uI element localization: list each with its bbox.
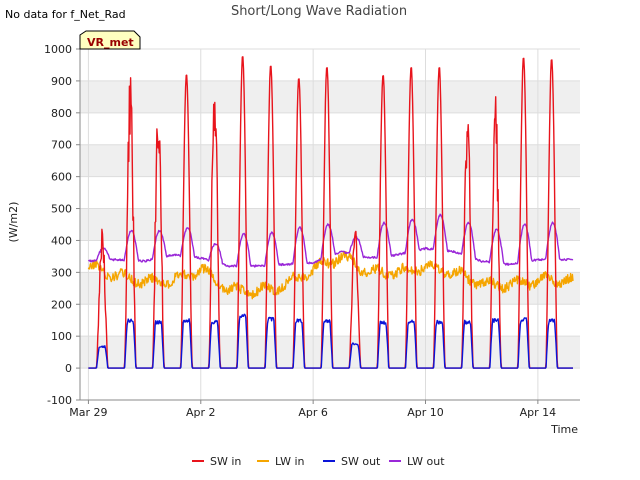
y-tick-label: 900 bbox=[51, 75, 72, 88]
y-tick-label: 200 bbox=[51, 298, 72, 311]
legend-label: SW out bbox=[341, 455, 381, 468]
y-tick-label: 0 bbox=[65, 362, 72, 375]
series-line-sw-out bbox=[88, 313, 574, 369]
y-tick-label: 1000 bbox=[44, 43, 72, 56]
legend-label: SW in bbox=[210, 455, 241, 468]
legend-item: LW in bbox=[257, 455, 305, 468]
y-axis-label: (W/m2) bbox=[7, 202, 20, 243]
x-tick-label: Apr 10 bbox=[407, 406, 444, 419]
chart-title: Short/Long Wave Radiation bbox=[231, 4, 407, 19]
no-data-note: No data for f_Net_Rad bbox=[5, 8, 126, 21]
legend-item: SW out bbox=[323, 455, 381, 468]
vr-met-badge: VR_met bbox=[79, 30, 141, 50]
y-tick-label: 400 bbox=[51, 234, 72, 247]
band bbox=[80, 80, 580, 113]
y-tick-label: 100 bbox=[51, 330, 72, 343]
y-tick-label: 800 bbox=[51, 107, 72, 120]
x-tick-label: Apr 2 bbox=[186, 406, 216, 419]
legend-label: LW in bbox=[275, 455, 305, 468]
y-tick-label: 700 bbox=[51, 139, 72, 152]
x-tick-label: Mar 29 bbox=[69, 406, 107, 419]
x-tick-label: Apr 14 bbox=[520, 406, 557, 419]
x-tick-label: Apr 6 bbox=[298, 406, 328, 419]
x-axis-label: Time bbox=[550, 423, 578, 436]
y-tick-label: -100 bbox=[47, 394, 72, 407]
y-tick-label: 600 bbox=[51, 171, 72, 184]
legend-item: LW out bbox=[389, 455, 445, 468]
band bbox=[80, 272, 580, 305]
badge-shape bbox=[79, 30, 141, 50]
legend-label: LW out bbox=[407, 455, 445, 468]
legend-item: SW in bbox=[192, 455, 241, 468]
y-tick-label: 300 bbox=[51, 266, 72, 279]
y-tick-label: 500 bbox=[51, 203, 72, 216]
badge-label: VR_met bbox=[87, 36, 134, 49]
